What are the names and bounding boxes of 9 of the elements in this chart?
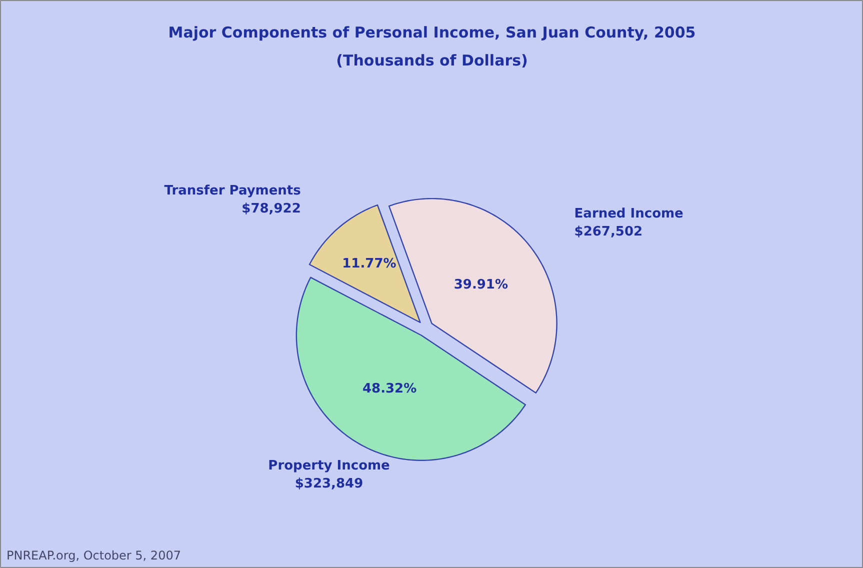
chart-title: Major Components of Personal Income, San Juan County, 2005 bbox=[168, 24, 696, 42]
data-label: 48.32% bbox=[362, 382, 417, 397]
slice-label: Property Income $323,849 bbox=[268, 458, 390, 492]
slice-label: Earned Income $267,502 bbox=[574, 206, 684, 240]
data-label: 39.91% bbox=[454, 277, 508, 292]
slice-label: Transfer Payments $78,922 bbox=[164, 184, 302, 217]
chart-subtitle: (Thousands of Dollars) bbox=[336, 52, 528, 70]
text: PNREAP.org, October 5, 2007 bbox=[6, 548, 181, 562]
data-label: 11.77% bbox=[342, 256, 396, 272]
